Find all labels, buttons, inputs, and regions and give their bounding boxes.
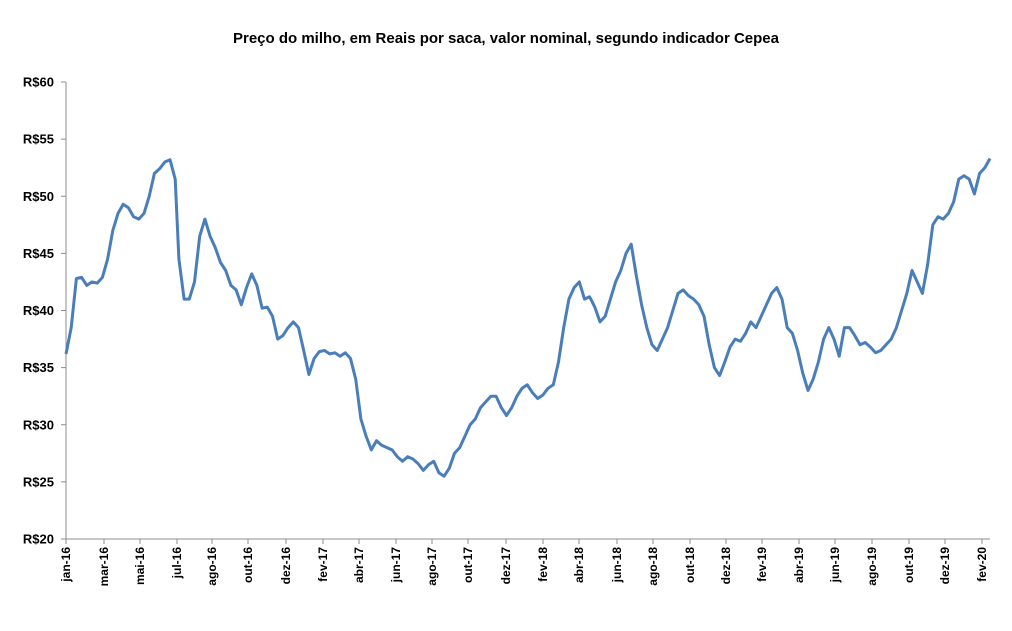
x-tick-label: out-18	[683, 547, 697, 583]
x-tick-label: ago-19	[865, 547, 879, 586]
x-tick-label: out-17	[461, 547, 475, 583]
y-axis-ticks: R$20 R$25 R$30 R$35 R$40 R$45 R$50 R$55 R$60	[23, 75, 66, 547]
x-tick-label: dez-18	[719, 547, 733, 585]
x-tick-label: fev-17	[316, 547, 330, 582]
x-tick-label: fev-18	[536, 547, 550, 582]
x-tick-label: fev-19	[755, 547, 769, 582]
y-tick-label: R$45	[23, 246, 54, 261]
x-tick-label: ago-16	[205, 547, 219, 586]
chart-axes	[65, 82, 990, 540]
y-tick-label: R$55	[23, 132, 54, 147]
y-tick-label: R$30	[23, 417, 54, 432]
x-axis-ticks: jan-16 mar-16 mai-16 jul-16 ago-16 out-16 dez-…	[59, 539, 989, 586]
x-tick-label: out-19	[902, 547, 916, 583]
x-tick-label: fev-20	[975, 547, 989, 582]
x-tick-label: dez-16	[279, 547, 293, 585]
x-tick-label: jan-16	[59, 547, 73, 583]
x-tick-label: ago-18	[646, 547, 660, 586]
x-tick-label: dez-19	[938, 547, 952, 585]
x-tick-label: jul-16	[170, 547, 184, 580]
x-tick-label: jun-17	[389, 547, 403, 584]
y-tick-label: R$35	[23, 360, 54, 375]
price-series-line	[64, 157, 992, 478]
y-tick-label: R$60	[23, 75, 54, 90]
y-tick-label: R$40	[23, 303, 54, 318]
x-tick-label: mar-16	[97, 547, 111, 587]
y-tick-label: R$20	[23, 532, 54, 547]
chart-series	[64, 157, 992, 478]
x-tick-label: abr-18	[572, 547, 586, 583]
x-tick-label: mai-16	[133, 547, 147, 585]
x-tick-label: abr-17	[352, 547, 366, 583]
x-tick-label: jun-18	[610, 547, 624, 584]
x-tick-label: dez-17	[499, 547, 513, 585]
x-tick-label: abr-19	[792, 547, 806, 583]
y-tick-label: R$25	[23, 474, 54, 489]
y-tick-label: R$50	[23, 189, 54, 204]
x-tick-label: ago-17	[425, 547, 439, 586]
x-tick-label: jun-19	[828, 547, 842, 584]
x-tick-label: out-16	[241, 547, 255, 583]
chart-title: Preço do milho, em Reais por saca, valor…	[233, 30, 779, 47]
